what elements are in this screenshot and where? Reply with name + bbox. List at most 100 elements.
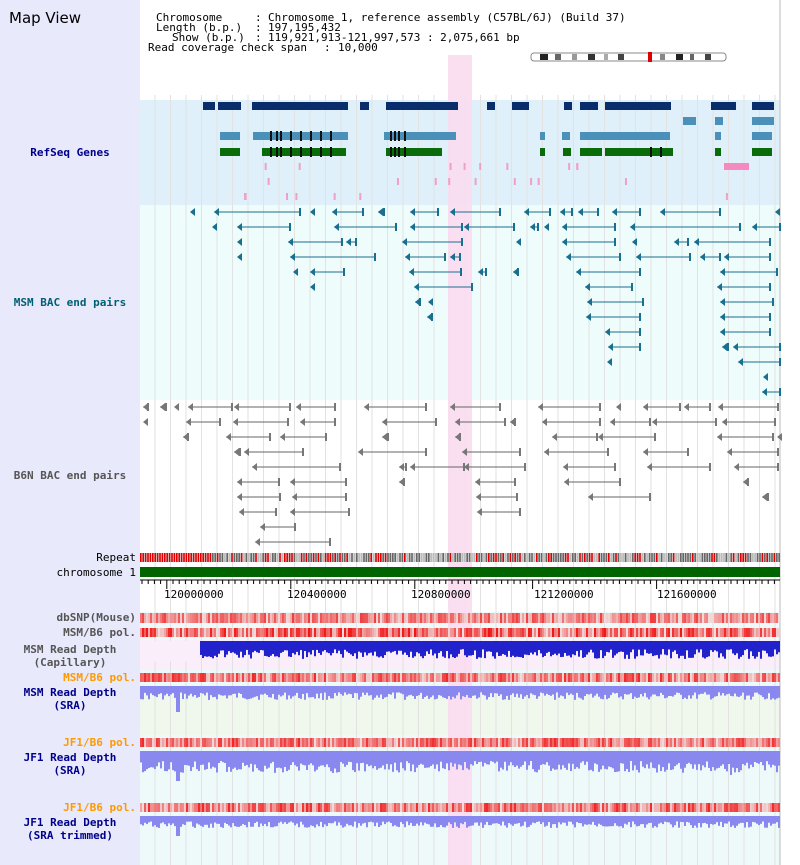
polymorphism-heat-cell <box>312 673 314 682</box>
track-label-chromosome: chromosome 1 <box>56 566 136 579</box>
read-depth-bar <box>292 751 294 763</box>
polymorphism-heat-cell <box>230 738 232 747</box>
repeat-feature <box>272 553 274 562</box>
polymorphism-heat-cell <box>652 803 654 812</box>
track-label-refseq[interactable]: RefSeq Genes <box>30 146 110 159</box>
read-depth-bar <box>374 816 376 827</box>
polymorphism-heat-cell <box>604 613 606 623</box>
show-value: 119,921,913-121,997,573 : 2,075,661 bp <box>268 31 520 44</box>
polymorphism-heat-cell <box>516 613 518 623</box>
track-label-jf1-b6-pol-1[interactable]: JF1/B6 pol. <box>63 736 136 749</box>
repeat-feature <box>324 553 327 562</box>
polymorphism-heat-cell <box>246 628 248 637</box>
polymorphism-heat-cell <box>562 803 564 812</box>
read-depth-bar <box>276 751 278 768</box>
read-depth-bar <box>758 816 760 826</box>
polymorphism-heat-cell <box>522 803 524 812</box>
bac-end-arrow <box>612 208 617 216</box>
polymorphism-heat-cell <box>320 738 322 747</box>
polymorphism-heat-cell <box>636 803 638 812</box>
track-label-jf1-depth-trimmed[interactable]: JF1 Read Depth (SRA trimmed) <box>23 816 117 842</box>
read-depth-bar <box>658 641 660 659</box>
polymorphism-heat-cell <box>496 613 498 623</box>
read-depth-bar <box>196 686 198 698</box>
read-depth-bar <box>470 751 472 765</box>
read-depth-bar <box>766 751 768 762</box>
polymorphism-heat-cell <box>758 738 760 747</box>
polymorphism-heat-cell <box>456 673 458 682</box>
polymorphism-heat-cell <box>420 738 422 747</box>
track-label-msm-bac[interactable]: MSM BAC end pairs <box>13 296 127 309</box>
read-depth-bar <box>564 751 566 768</box>
read-depth-bar <box>656 641 658 656</box>
track-label-jf1-depth-sra[interactable]: JF1 Read Depth (SRA) <box>23 751 117 777</box>
polymorphism-heat-cell <box>500 738 502 747</box>
read-depth-bar <box>590 641 592 650</box>
polymorphism-heat-cell <box>302 628 304 637</box>
polymorphism-heat-cell <box>700 628 702 637</box>
polymorphism-heat-cell <box>562 738 564 747</box>
polymorphism-heat-cell <box>206 738 208 747</box>
read-depth-bar <box>178 686 180 712</box>
polymorphism-heat-cell <box>584 628 586 637</box>
polymorphism-heat-cell <box>434 803 436 812</box>
polymorphism-heat-cell <box>282 738 284 747</box>
bac-end-arrow <box>643 448 648 456</box>
polymorphism-heat-cell <box>312 613 314 623</box>
track-label-jf1-b6-pol-2[interactable]: JF1/B6 pol. <box>63 801 136 814</box>
polymorphism-heat-cell <box>444 673 446 682</box>
track-label-msm-b6-pol-2[interactable]: MSM/B6 pol. <box>63 671 136 684</box>
read-depth-bar <box>366 686 368 693</box>
read-depth-bar <box>430 686 432 698</box>
read-depth-bar <box>200 686 202 693</box>
repeat-feature <box>365 553 368 562</box>
read-depth-bar <box>234 816 236 827</box>
polymorphism-heat-cell <box>690 803 692 812</box>
read-depth-bar <box>308 816 310 828</box>
polymorphism-heat-cell <box>626 673 628 682</box>
polymorphism-heat-cell <box>146 738 148 747</box>
polymorphism-heat-cell <box>386 673 388 682</box>
read-depth-bar <box>392 751 394 772</box>
track-label-msm-depth-sra[interactable]: MSM Read Depth (SRA) <box>23 686 117 712</box>
polymorphism-heat-cell <box>156 613 158 623</box>
read-depth-bar <box>624 816 626 824</box>
bac-end-arrow <box>310 283 315 291</box>
polymorphism-heat-cell <box>686 803 688 812</box>
read-depth-bar <box>558 816 560 823</box>
polymorphism-heat-cell <box>338 613 340 623</box>
track-label-b6n-bac[interactable]: B6N BAC end pairs <box>13 469 127 482</box>
polymorphism-heat-cell <box>246 673 248 682</box>
repeat-feature <box>740 553 742 562</box>
polymorphism-heat-cell <box>220 673 222 682</box>
read-depth-bar <box>248 686 250 700</box>
read-depth-bar <box>608 751 610 767</box>
polymorphism-heat-cell <box>242 738 244 747</box>
polymorphism-heat-cell <box>514 673 516 682</box>
polymorphism-heat-cell <box>732 803 734 812</box>
repeat-feature <box>442 553 444 562</box>
polymorphism-heat-cell <box>718 738 720 747</box>
bac-end-marker <box>776 268 778 276</box>
read-depth-bar <box>358 686 360 700</box>
bac-end-arrow <box>598 433 603 441</box>
polymorphism-heat-cell <box>562 673 564 682</box>
polymorphism-heat-cell <box>370 673 372 682</box>
polymorphism-heat-cell <box>412 613 414 623</box>
polymorphism-heat-cell <box>188 738 190 747</box>
repeat-feature <box>449 553 452 562</box>
read-depth-bar <box>610 751 612 768</box>
track-label-dbsnp[interactable]: dbSNP(Mouse) <box>56 611 136 624</box>
track-label-msm-b6-pol-1[interactable]: MSM/B6 pol. <box>63 626 136 639</box>
polymorphism-heat-cell <box>270 803 272 812</box>
read-depth-bar <box>638 641 640 650</box>
read-depth-bar <box>422 816 424 826</box>
polymorphism-heat-cell <box>278 803 280 812</box>
polymorphism-heat-cell <box>364 628 366 637</box>
read-depth-bar <box>564 686 566 699</box>
polymorphism-heat-cell <box>410 628 412 637</box>
gene-minor-feature <box>624 178 627 185</box>
track-label-msm-depth-capillary[interactable]: MSM Read Depth (Capillary) <box>23 643 117 669</box>
polymorphism-heat-cell <box>692 628 694 637</box>
